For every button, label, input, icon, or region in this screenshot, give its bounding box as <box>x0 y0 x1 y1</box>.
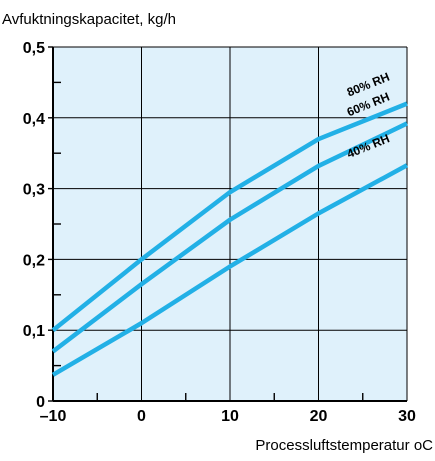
y-tick-label: 0,4 <box>23 111 45 128</box>
y-axis-label: Avfuktningskapacitet, kg/h <box>2 11 176 28</box>
x-tick-label: –10 <box>40 408 67 425</box>
x-axis-label: Processluftstemperatur oC <box>255 437 433 454</box>
y-tick-labels: 0 0,1 0,2 0,3 0,4 0,5 <box>23 40 53 411</box>
minor-ticks <box>53 81 364 401</box>
grid <box>53 47 407 401</box>
series-lines <box>51 101 409 377</box>
x-tick-label: 20 <box>310 408 328 425</box>
axes <box>52 46 408 402</box>
y-tick-label: 0 <box>36 394 45 411</box>
series-line <box>51 101 408 332</box>
series-line <box>51 163 409 377</box>
x-tick-label: 0 <box>137 408 146 425</box>
y-tick-label: 0,3 <box>23 182 45 199</box>
x-tick-label: 10 <box>221 408 239 425</box>
x-tick-labels: –10 0 10 20 30 <box>40 408 416 425</box>
y-tick-label: 0,5 <box>23 40 45 57</box>
x-tick-label: 30 <box>398 408 416 425</box>
y-tick-label: 0,1 <box>23 323 45 340</box>
series-line <box>51 121 408 354</box>
y-tick-label: 0,2 <box>23 252 45 269</box>
